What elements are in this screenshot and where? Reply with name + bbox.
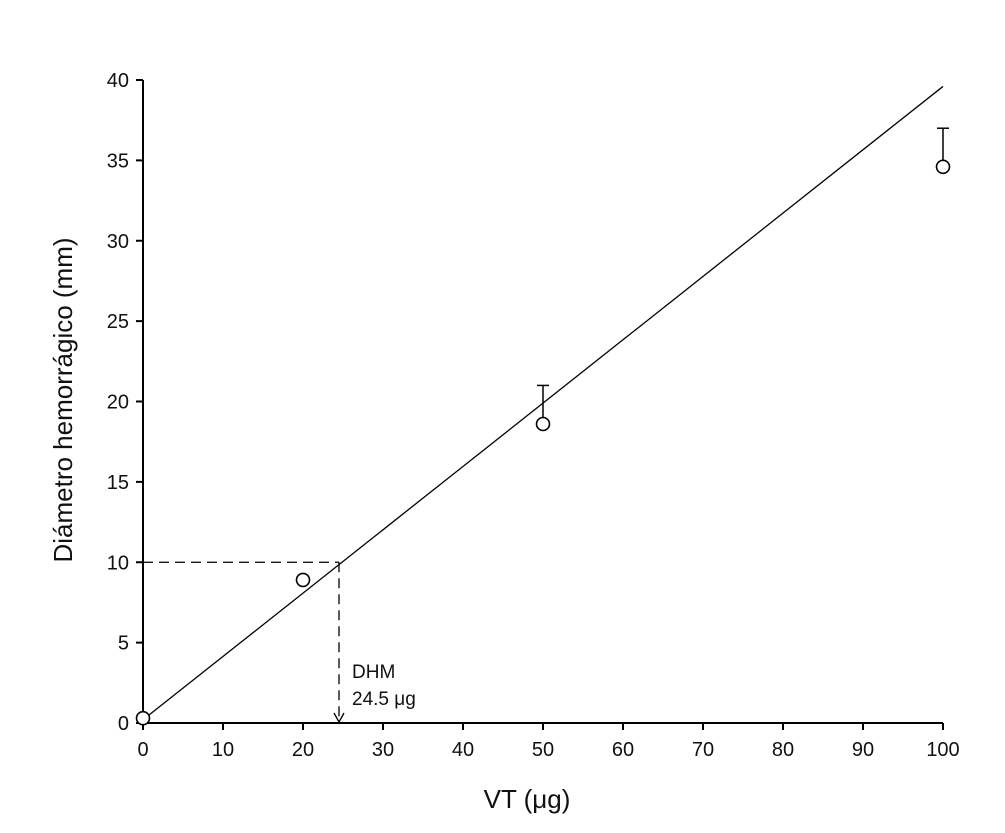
x-tick-label: 60 <box>612 739 634 761</box>
dhm-value-label: 24.5 μg <box>352 689 416 710</box>
y-tick-label: 10 <box>107 552 129 574</box>
y-tick-label: 35 <box>107 150 129 172</box>
x-tick-label: 100 <box>926 739 959 761</box>
y-tick-label: 20 <box>107 392 129 414</box>
data-point <box>935 159 951 175</box>
x-tick-label: 0 <box>137 739 148 761</box>
dhm-label: DHM <box>352 662 395 683</box>
y-tick-label: 5 <box>118 633 129 655</box>
x-axis-ticks: 0 10 20 30 40 50 60 70 80 90 100 <box>137 723 960 761</box>
x-axis-title: VT (μg) <box>484 784 571 814</box>
data-point <box>135 710 151 726</box>
x-tick-label: 30 <box>372 739 394 761</box>
x-tick-label: 10 <box>212 739 234 761</box>
x-tick-label: 80 <box>772 739 794 761</box>
x-tick-label: 40 <box>452 739 474 761</box>
x-tick-label: 70 <box>692 739 714 761</box>
y-tick-label: 15 <box>107 472 129 494</box>
x-tick-label: 20 <box>292 739 314 761</box>
y-tick-label: 0 <box>118 713 129 735</box>
data-point <box>535 416 551 432</box>
data-point <box>295 572 311 588</box>
reference-arrow-head <box>333 712 345 724</box>
data-points <box>135 127 951 726</box>
y-axis-ticks: 0 5 10 15 20 25 30 35 40 <box>107 70 143 735</box>
y-tick-label: 30 <box>107 231 129 253</box>
y-tick-label: 40 <box>107 70 129 92</box>
y-tick-label: 25 <box>107 311 129 333</box>
x-tick-label: 90 <box>852 739 874 761</box>
x-tick-label: 50 <box>532 739 554 761</box>
reference-lines <box>143 561 345 724</box>
y-axis-title: Diámetro hemorrágico (mm) <box>48 237 78 562</box>
